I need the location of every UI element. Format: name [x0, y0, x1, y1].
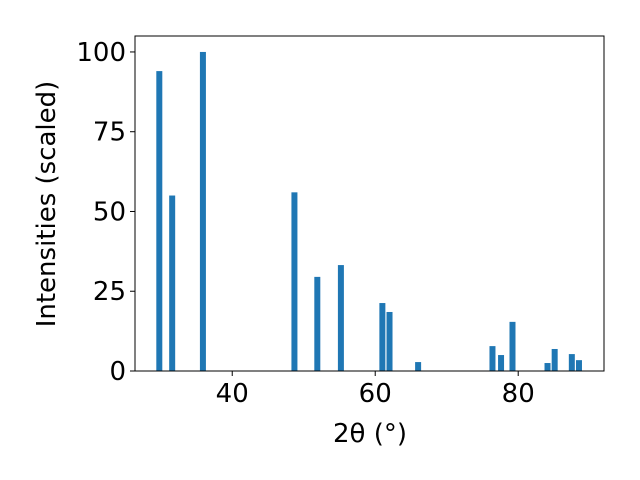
- x-axis-label: 2θ (°): [333, 419, 407, 449]
- bar: [337, 265, 344, 371]
- y-tick-label: 75: [93, 118, 126, 148]
- bar: [489, 346, 496, 371]
- x-tick-label: 40: [216, 379, 249, 409]
- x-tick-label: 80: [502, 379, 535, 409]
- plot-frame: [134, 35, 605, 372]
- y-tick-label: 50: [93, 197, 126, 227]
- y-tick-label: 100: [76, 38, 126, 68]
- bar: [169, 195, 176, 371]
- bar: [314, 276, 321, 371]
- bar: [568, 354, 575, 371]
- bar: [509, 321, 516, 371]
- bar: [379, 303, 386, 371]
- bar: [575, 360, 582, 371]
- bar: [156, 71, 163, 371]
- bar: [544, 363, 551, 371]
- y-tick-label: 25: [93, 277, 126, 307]
- bar: [386, 311, 393, 371]
- bar: [415, 362, 422, 371]
- y-axis-label: Intensities (scaled): [32, 81, 62, 328]
- bar: [199, 51, 206, 371]
- bar: [291, 192, 298, 371]
- x-tick-label: 60: [359, 379, 392, 409]
- y-tick-label: 0: [109, 357, 126, 387]
- bar: [498, 355, 505, 371]
- bar: [551, 348, 558, 371]
